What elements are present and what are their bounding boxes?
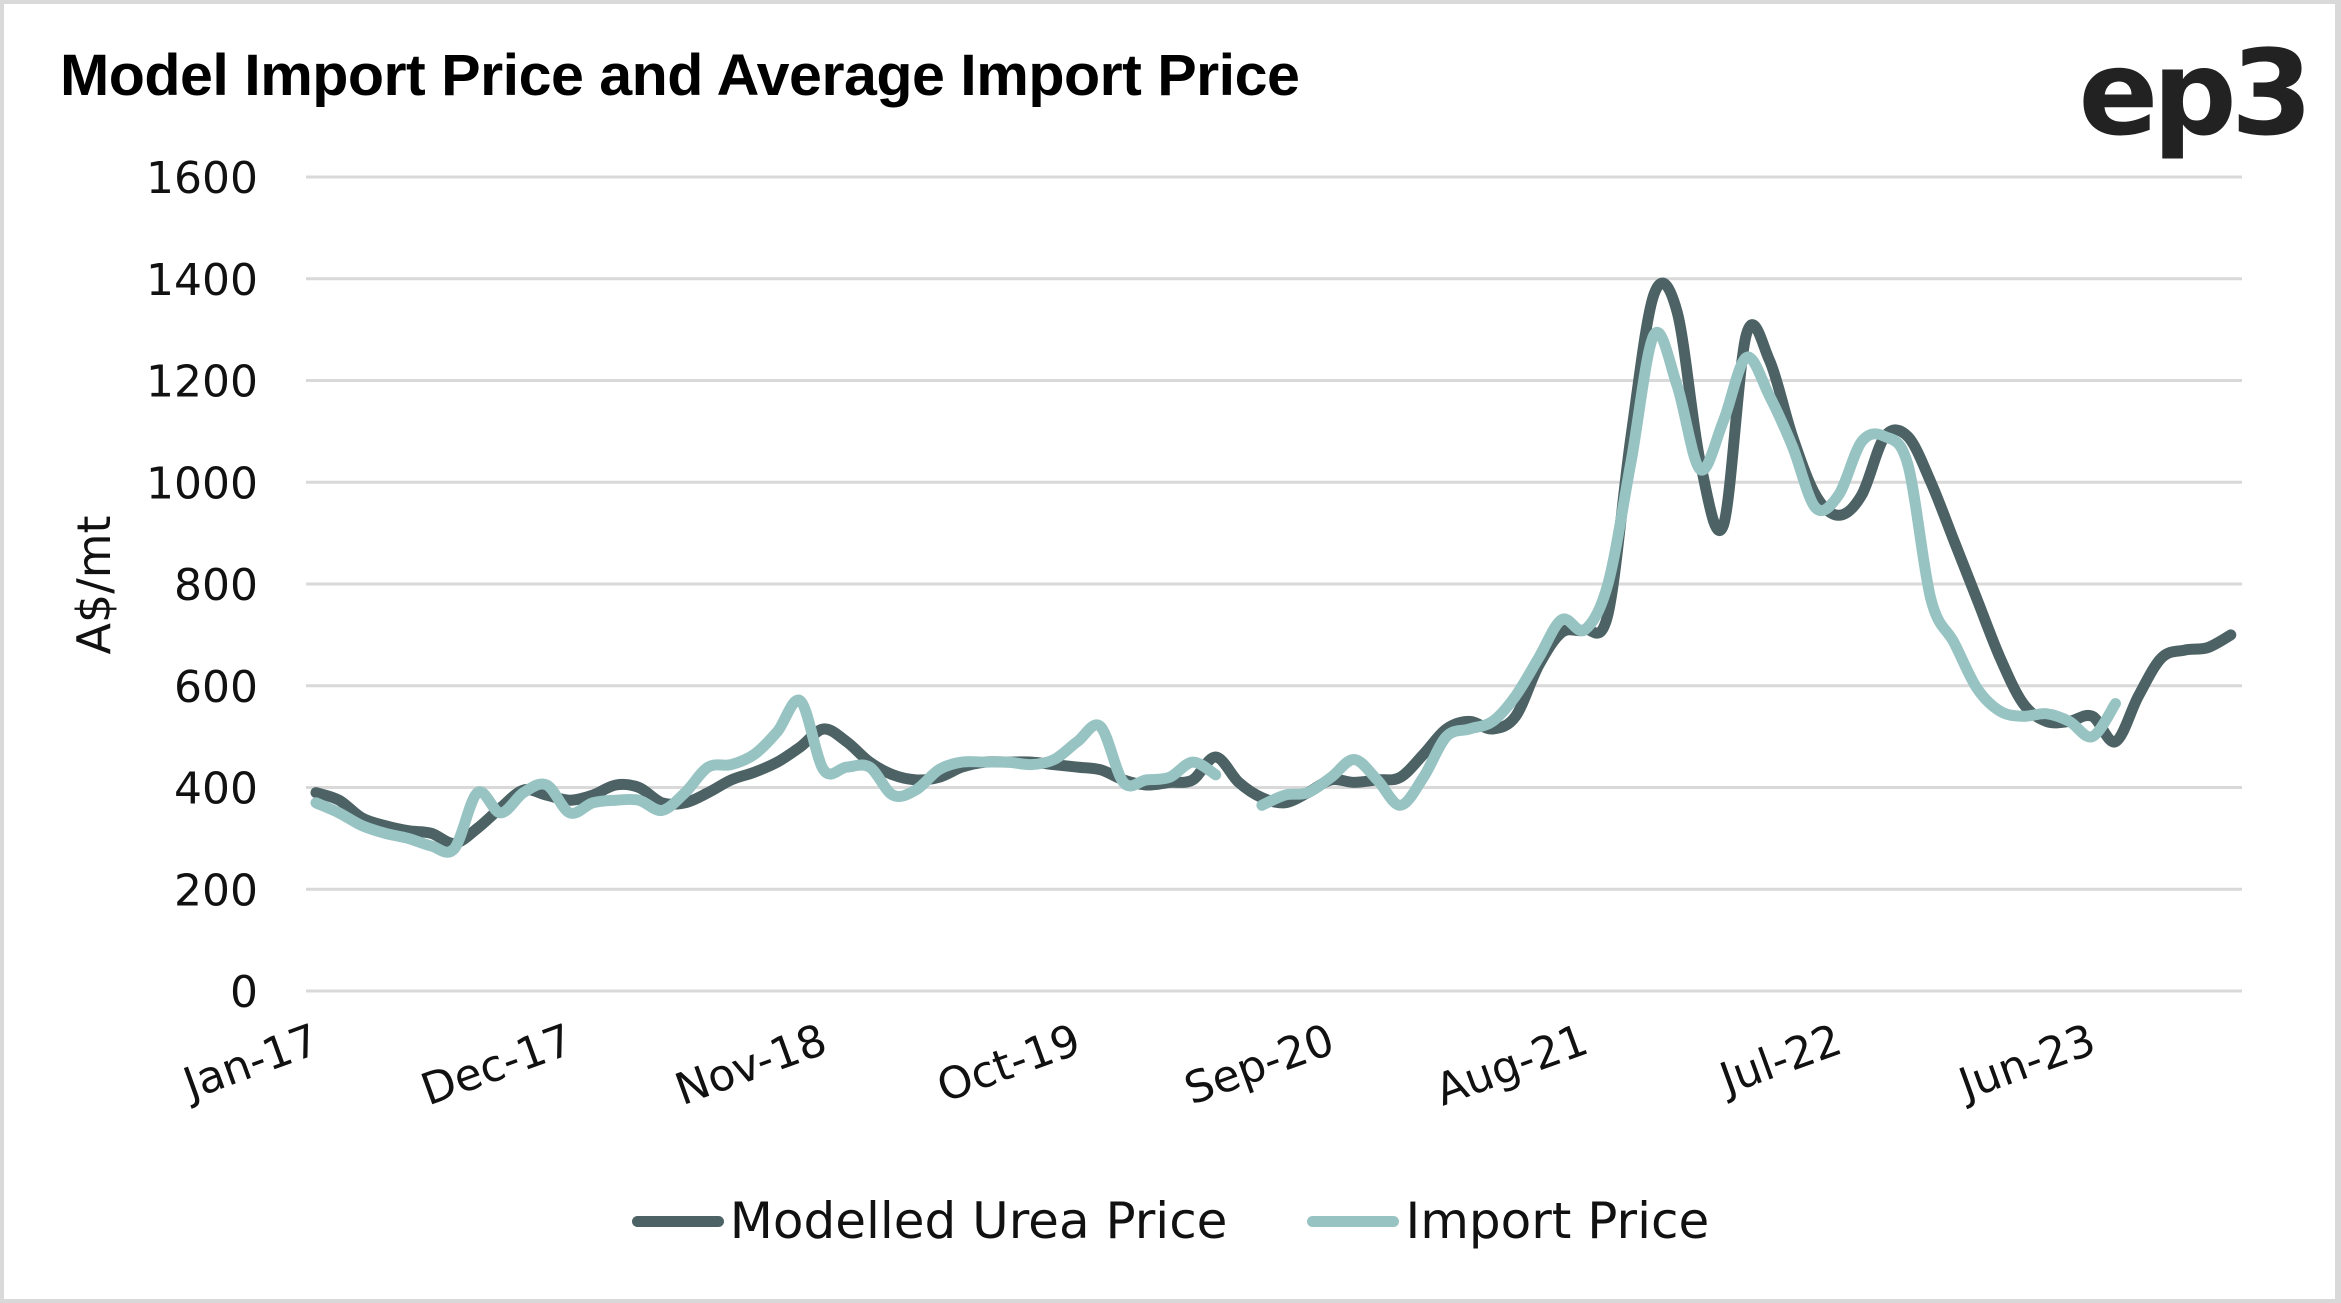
y-tick-label: 0	[230, 967, 258, 1018]
y-tick-label: 400	[174, 764, 258, 815]
x-axis-ticks: Jan-17 Dec-17 Nov-18 Oct-19 Sep-20 Aug-21 Jul-…	[174, 1014, 2102, 1116]
series-lines	[310, 277, 2237, 858]
x-tick-label: Aug-21	[1429, 1014, 1595, 1116]
y-tick-label: 1400	[146, 255, 258, 306]
x-tick-label: Jul-22	[1711, 1014, 1849, 1106]
y-axis-ticks: 0 200 400 600 800 1000 1200 1400 1600	[146, 153, 258, 1018]
x-tick-label: Jun-23	[1950, 1014, 2102, 1111]
legend-swatch-import	[1307, 1215, 1400, 1227]
x-tick-label: Sep-20	[1178, 1014, 1341, 1115]
gridlines	[306, 175, 2242, 993]
y-tick-label: 800	[174, 560, 258, 611]
legend: Modelled Urea Price Import Price	[0, 1192, 2341, 1250]
chart-frame	[4, 4, 2335, 1299]
y-axis-label: A$/mt	[67, 515, 121, 654]
ep3-logo: ep3	[2078, 24, 2313, 162]
legend-swatch-modelled	[631, 1215, 724, 1227]
x-tick-label: Oct-19	[931, 1014, 1087, 1113]
x-tick-label: Dec-17	[415, 1014, 580, 1116]
series-line-import	[1256, 326, 2121, 811]
y-tick-label: 1000	[146, 458, 258, 509]
legend-label-import: Import Price	[1405, 1192, 1710, 1250]
y-tick-label: 1600	[146, 153, 258, 204]
y-tick-label: 1200	[146, 357, 258, 408]
legend-item-modelled: Modelled Urea Price	[631, 1192, 1228, 1250]
legend-label-modelled: Modelled Urea Price	[729, 1192, 1228, 1250]
x-tick-label: Nov-18	[669, 1014, 834, 1115]
legend-item-import: Import Price	[1307, 1192, 1709, 1250]
series-line-import	[310, 694, 1222, 858]
chart-title: Model Import Price and Average Import Pr…	[60, 43, 1300, 108]
series-line-modelled	[310, 277, 2237, 849]
y-tick-label: 600	[174, 662, 258, 713]
x-tick-label: Jan-17	[174, 1014, 326, 1111]
y-tick-label: 200	[174, 865, 258, 916]
